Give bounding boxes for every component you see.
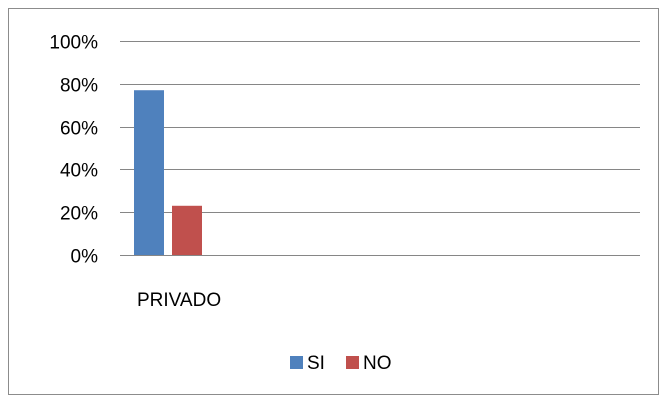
- legend-swatch-no: [346, 356, 359, 369]
- y-tick-label: 80%: [60, 76, 98, 97]
- y-tick-label: 60%: [60, 119, 98, 140]
- y-axis-tick-labels: 0% 20% 40% 60% 80% 100%: [49, 33, 98, 268]
- y-tick-label: 100%: [49, 33, 98, 54]
- gridlines: [120, 41, 640, 256]
- legend-label-no: NO: [363, 353, 392, 374]
- category-label: PRIVADO: [137, 290, 221, 311]
- bar-no-privado: [172, 205, 202, 255]
- y-tick-label: 0%: [71, 247, 99, 268]
- bar-si-privado: [134, 90, 164, 255]
- legend-label-si: SI: [307, 353, 325, 374]
- y-tick-label: 20%: [60, 204, 98, 225]
- y-tick-label: 40%: [60, 161, 98, 182]
- bars: [134, 90, 202, 255]
- legend-swatch-si: [290, 356, 303, 369]
- legend: SI NO: [290, 353, 392, 374]
- x-axis-category-labels: PRIVADO: [137, 290, 221, 311]
- chart-frame: [8, 8, 659, 395]
